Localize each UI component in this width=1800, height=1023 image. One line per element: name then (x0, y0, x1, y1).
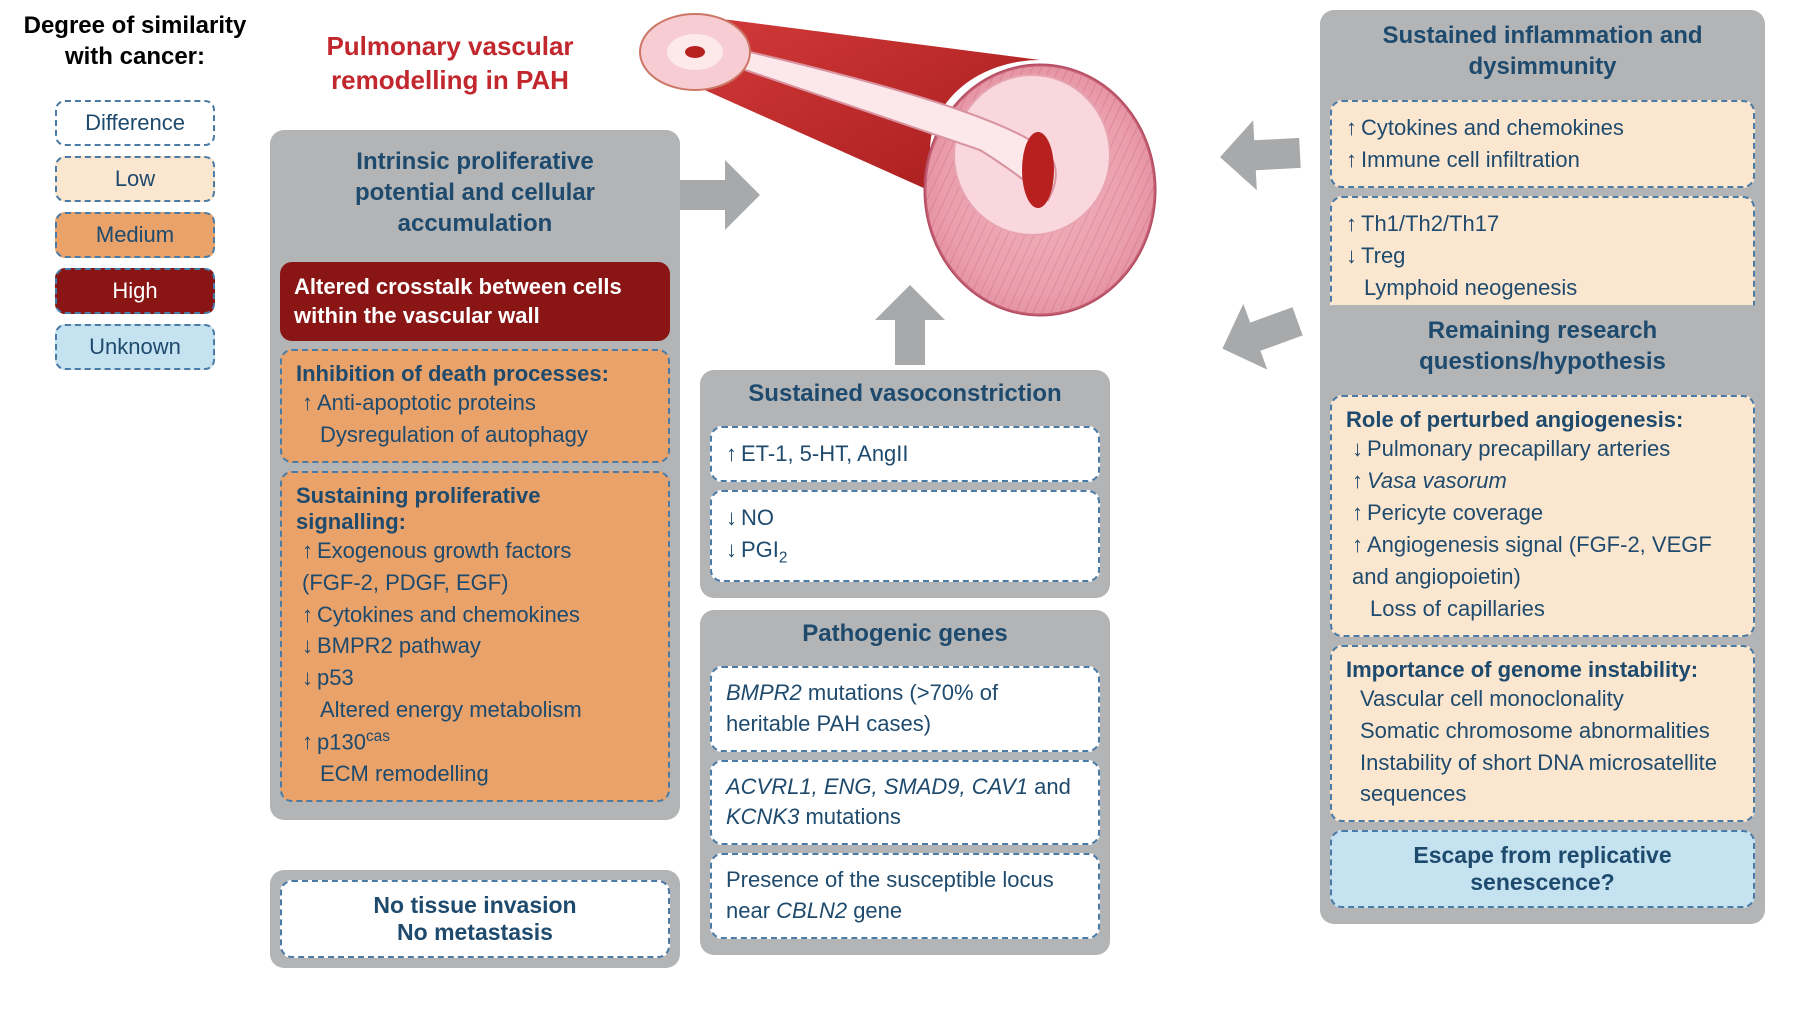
proliferative-heading: Sustaining proliferative signalling: (296, 483, 654, 535)
research-heading: Remaining research questions/hypothesis (1320, 305, 1765, 387)
list-item: BMPR2 pathway (302, 630, 654, 662)
list-item: PGI2 (726, 534, 1084, 570)
angio-box: Role of perturbed angiogenesis: Pulmonar… (1330, 395, 1755, 636)
no-invasion-panel: No tissue invasion No metastasis (270, 870, 680, 968)
inhibition-items: Anti-apoptotic proteinsDysregulation of … (296, 387, 654, 451)
list-item: p130cas (302, 726, 654, 758)
inhibition-heading: Inhibition of death processes: (296, 361, 654, 387)
list-item: Exogenous growth factors(FGF-2, PDGF, EG… (302, 535, 654, 599)
legend-swatch: Low (55, 156, 215, 202)
arrow-top-right-icon (1213, 118, 1307, 193)
vaso-box2: NOPGI2 (710, 490, 1100, 582)
research-panel: Remaining research questions/hypothesis … (1320, 305, 1765, 924)
list-item: Dysregulation of autophagy (302, 419, 654, 451)
angio-items: Pulmonary precapillary arteriesVasa vaso… (1346, 433, 1739, 624)
list-item: Treg (1346, 240, 1739, 272)
arrow-left-icon (680, 160, 760, 230)
no-invasion-box: No tissue invasion No metastasis (280, 880, 670, 958)
vasoconstriction-panel: Sustained vasoconstriction ET-1, 5-HT, A… (700, 370, 1110, 598)
pathogenic-box1: BMPR2 mutations (>70% of heritable PAH c… (710, 666, 1100, 752)
list-item: Anti-apoptotic proteins (302, 387, 654, 419)
list-item: Pericyte coverage (1352, 497, 1739, 529)
list-item: Instability of short DNA microsatellite … (1360, 747, 1739, 811)
intrinsic-heading: Intrinsic proliferative potential and ce… (270, 130, 680, 254)
inflammation-box2: Th1/Th2/Th17TregLymphoid neogenesis (1330, 196, 1755, 316)
list-item: Cytokines and chemokines (1346, 112, 1739, 144)
vaso-box1: ET-1, 5-HT, AngII (710, 426, 1100, 482)
list-item: Vascular cell monoclonality (1360, 683, 1739, 715)
pathogenic-panel: Pathogenic genes BMPR2 mutations (>70% o… (700, 610, 1110, 955)
list-item: Cytokines and chemokines (302, 599, 654, 631)
genome-heading: Importance of genome instability: (1346, 657, 1739, 683)
inhibition-box: Inhibition of death processes: Anti-apop… (280, 349, 670, 463)
proliferative-box: Sustaining proliferative signalling: Exo… (280, 471, 670, 802)
legend-items: Difference Low Medium High Unknown (15, 72, 255, 370)
arrow-bottom-icon (875, 285, 945, 365)
legend-swatch: Medium (55, 212, 215, 258)
genome-items: Vascular cell monoclonalitySomatic chrom… (1346, 683, 1739, 811)
list-item: Th1/Th2/Th17 (1346, 208, 1739, 240)
list-item: Altered energy metabolism (302, 694, 654, 726)
inflammation-box1: Cytokines and chemokinesImmune cell infi… (1330, 100, 1755, 188)
legend-swatch: Difference (55, 100, 215, 146)
legend-swatch: High (55, 268, 215, 314)
intrinsic-panel: Intrinsic proliferative potential and ce… (270, 130, 680, 820)
angio-heading: Role of perturbed angiogenesis: (1346, 407, 1739, 433)
list-item: Loss of capillaries (1352, 593, 1739, 625)
genome-box: Importance of genome instability: Vascul… (1330, 645, 1755, 823)
vaso-box1-item: ET-1, 5-HT, AngII (726, 438, 1084, 470)
legend-title: Degree of similarity with cancer: (15, 10, 255, 72)
pathogenic-heading: Pathogenic genes (700, 610, 1110, 658)
inflammation-panel: Sustained inflammation and dysimmunity C… (1320, 10, 1765, 332)
high-crosstalk-box: Altered crosstalk between cells within t… (280, 262, 670, 341)
pathogenic-box3: Presence of the susceptible locus near C… (710, 853, 1100, 939)
main-title: Pulmonary vascular remodelling in PAH (290, 30, 610, 98)
list-item: ECM remodelling (302, 758, 654, 790)
escape-box: Escape from replicative senescence? (1330, 830, 1755, 908)
list-item: Immune cell infiltration (1346, 144, 1739, 176)
list-item: Pulmonary precapillary arteries (1352, 433, 1739, 465)
list-item: Lymphoid neogenesis (1346, 272, 1739, 304)
vasoconstriction-heading: Sustained vasoconstriction (700, 370, 1110, 418)
inflammation-heading: Sustained inflammation and dysimmunity (1320, 10, 1765, 92)
arrow-mid-right-icon (1206, 287, 1315, 384)
list-item: Angiogenesis signal (FGF-2, VEGF and ang… (1352, 529, 1739, 593)
pathogenic-box2: ACVRL1, ENG, SMAD9, CAV1 and KCNK3 mutat… (710, 760, 1100, 846)
list-item: Vasa vasorum (1352, 465, 1739, 497)
legend-block: Degree of similarity with cancer: Differ… (15, 10, 255, 380)
list-item: NO (726, 502, 1084, 534)
proliferative-items: Exogenous growth factors(FGF-2, PDGF, EG… (296, 535, 654, 790)
list-item: Somatic chromosome abnormalities (1360, 715, 1739, 747)
list-item: p53 (302, 662, 654, 694)
legend-swatch: Unknown (55, 324, 215, 370)
